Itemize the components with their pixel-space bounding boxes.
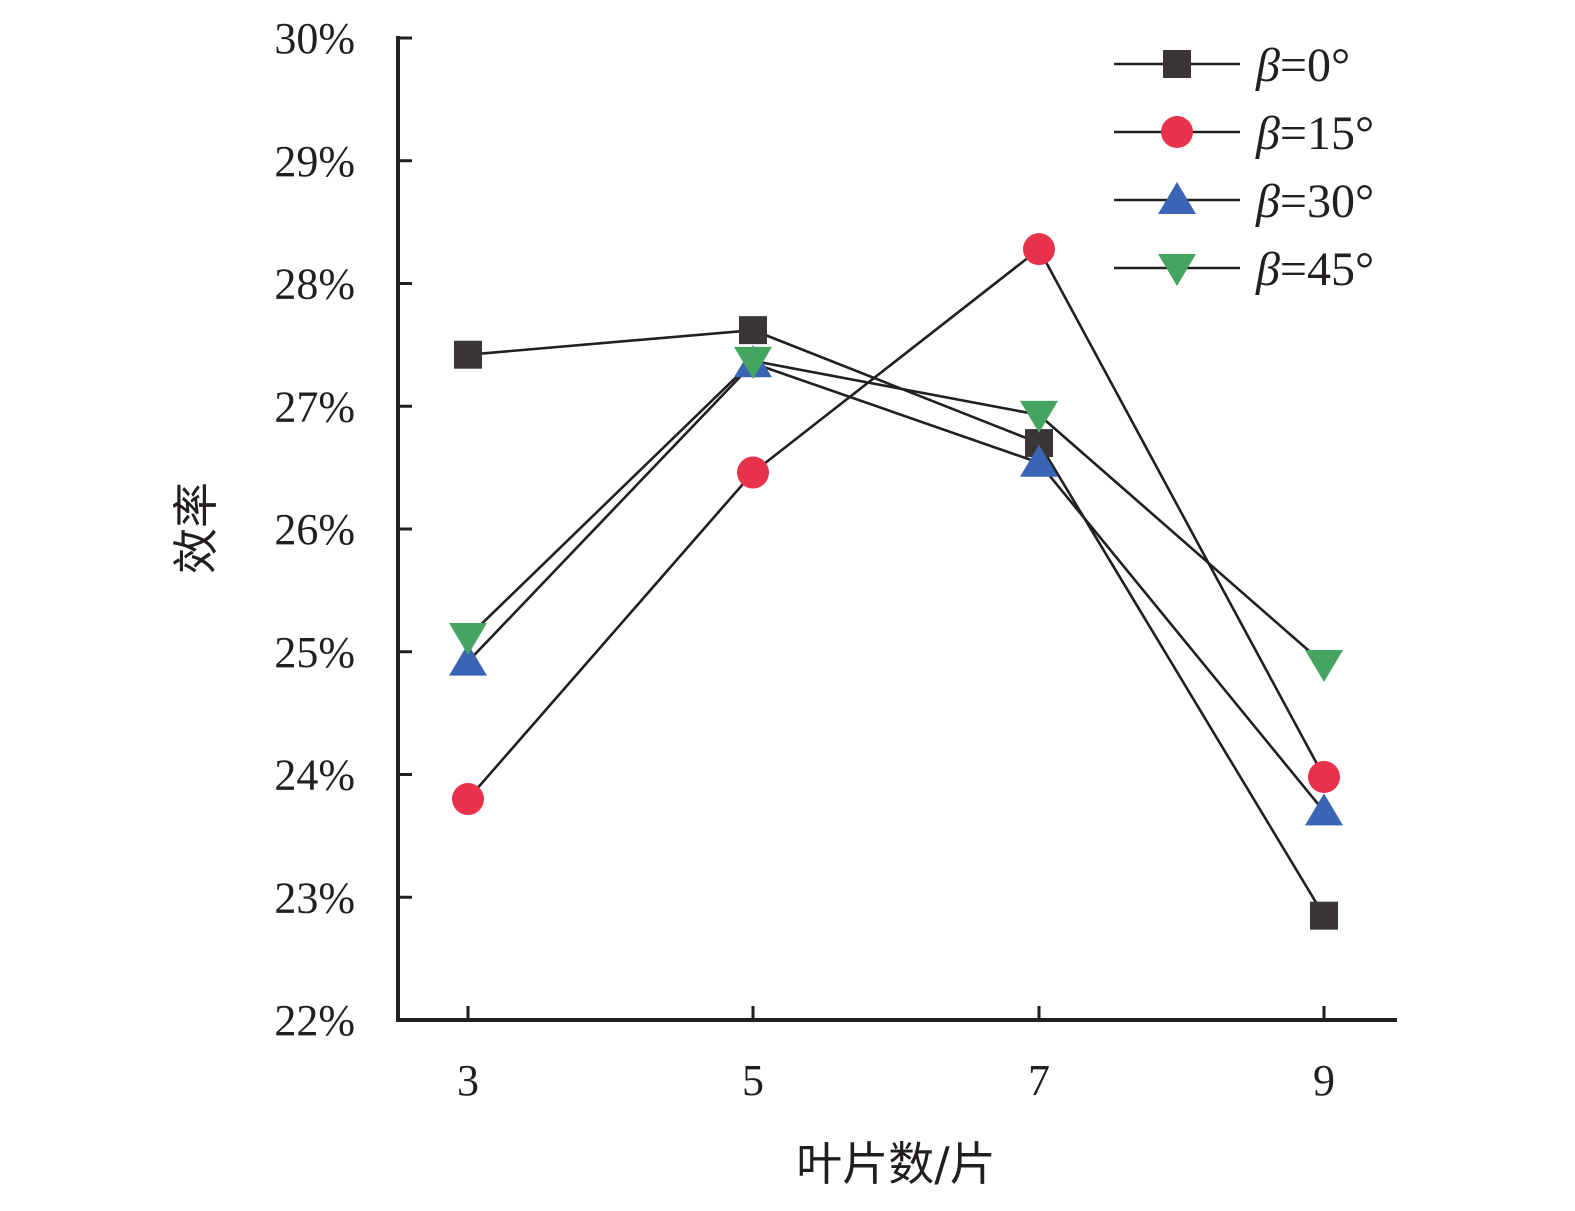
y-tick-label: 30% [274,14,355,63]
data-point [454,340,482,369]
data-point [449,643,487,676]
data-point [1310,901,1338,930]
series-lines [467,247,1326,917]
series-line-0 [467,328,1326,917]
y-tick-label: 27% [274,382,355,431]
x-tick-label: 3 [457,1056,479,1105]
x-tick-label: 9 [1313,1056,1335,1105]
legend-label: β=45° [1255,243,1374,296]
data-point [1305,793,1343,826]
legend-marker [1163,50,1191,78]
data-point [1020,444,1058,477]
y-tick-label: 26% [274,505,355,554]
legend-item: β=30° [1114,175,1374,228]
y-tick-label: 24% [274,751,355,800]
legend-label: β=0° [1255,39,1350,92]
data-point [1308,760,1340,793]
x-tick-label: 5 [742,1056,764,1105]
legend-item: β=0° [1114,39,1350,92]
legend: β=0° β=15° β=30° β=45° [1114,39,1374,296]
data-point [452,783,484,816]
x-tick-label: 7 [1028,1056,1050,1105]
legend-marker [1158,182,1196,214]
data-point [734,346,772,379]
data-point [737,456,769,489]
y-ticks: 22% 23% 24% 25% 26% 27% 28% 29% 30% [274,14,412,1045]
legend-marker [1158,254,1196,286]
series-line-1 [467,247,1326,800]
data-point [449,623,487,656]
legend-item: β=45° [1114,243,1374,296]
legend-label: β=30° [1255,175,1374,228]
legend-item: β=15° [1114,107,1374,160]
y-tick-label: 28% [274,260,355,309]
series-line-2 [467,361,1326,813]
series-markers [449,233,1343,930]
axes [396,36,1397,1022]
data-point [1023,233,1055,266]
y-tick-label: 22% [274,996,355,1045]
data-point [739,316,767,345]
y-tick-label: 29% [274,137,355,186]
data-point [1305,650,1343,683]
y-tick-label: 25% [274,628,355,677]
series-line-3 [467,359,1325,666]
x-axis-title: 叶片数/片 [796,1137,996,1191]
x-ticks: 3 5 7 9 [457,1006,1335,1105]
y-tick-label: 23% [274,873,355,922]
legend-label: β=15° [1255,107,1374,160]
data-point [1020,400,1058,433]
legend-marker [1161,116,1193,148]
y-axis-title: 效率 [169,482,223,574]
